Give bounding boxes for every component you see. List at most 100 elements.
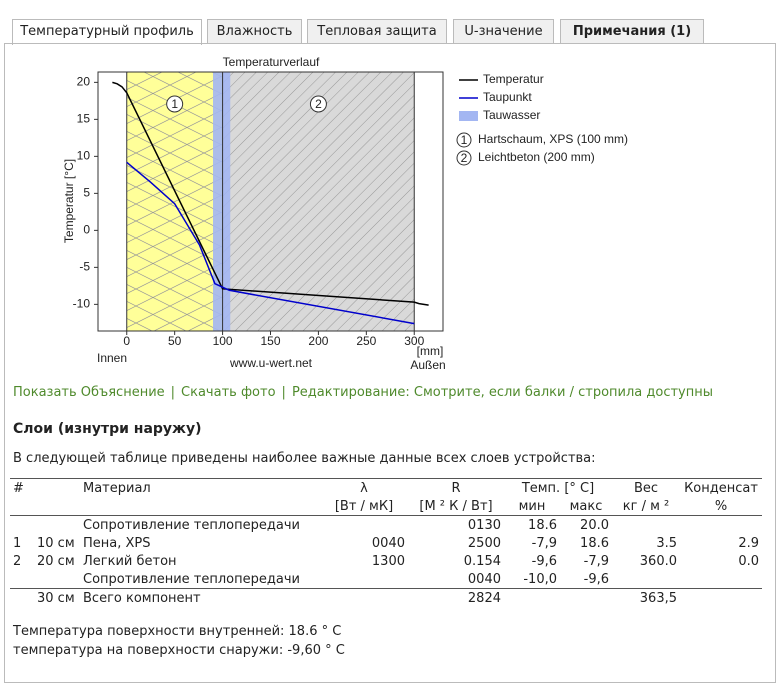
layers-table: # Материал λ R Темп. [° C] Вес Конденсат [Вт / … bbox=[10, 478, 762, 607]
table-cell bbox=[320, 588, 408, 607]
y-tick-label: -5 bbox=[79, 260, 90, 274]
table-cell: # bbox=[10, 478, 34, 497]
table-cell bbox=[560, 588, 612, 607]
chart: 1 20 50 100 150 200 250 300-10-505101520Tempera… bbox=[62, 55, 628, 372]
series-line bbox=[126, 161, 415, 325]
table-cell: [Вт / мК] bbox=[320, 497, 408, 516]
outside-label: Außen bbox=[410, 358, 445, 372]
table-cell: -10,0 bbox=[523, 571, 557, 587]
table-cell bbox=[80, 497, 320, 516]
table-cell bbox=[34, 478, 80, 497]
table-cell bbox=[10, 516, 34, 535]
x-tick-label: 0 bbox=[123, 334, 130, 348]
table-row: 1 10 см Пена, XPS 0040 2500 -7,9 18.6 3.5 2.9 bbox=[10, 534, 762, 552]
table-cell: % bbox=[680, 497, 762, 516]
table-cell: -9,6 bbox=[583, 571, 609, 587]
table-cell: Всего компонент bbox=[80, 588, 320, 607]
table-cell: мин bbox=[504, 497, 560, 516]
table-cell: 2 bbox=[13, 553, 22, 569]
x-unit: [mm] bbox=[417, 344, 444, 358]
link[interactable]: Редактирование: Смотрите, если балки / с… bbox=[291, 385, 714, 400]
y-tick-label: 20 bbox=[77, 75, 91, 89]
tab[interactable]: Тепловая защита bbox=[307, 19, 447, 43]
table-row: 30 см Всего компонент 2824 363,5 bbox=[10, 588, 762, 607]
legend-marker bbox=[456, 150, 472, 166]
legend-swatch bbox=[459, 111, 478, 121]
tab[interactable]: Примечания (1) bbox=[560, 19, 704, 43]
table-cell: 1300 bbox=[371, 553, 405, 569]
y-tick-label: -10 bbox=[73, 297, 91, 311]
layer-marker bbox=[166, 95, 184, 113]
x-tick-label: 300 bbox=[404, 334, 424, 348]
table-cell: Сопротивление теплопередачи bbox=[83, 571, 300, 587]
table-cell bbox=[34, 497, 80, 516]
table-cell: 30 см bbox=[34, 588, 80, 607]
table-cell: 10 см bbox=[37, 535, 75, 551]
table-cell: Темп. [° C] bbox=[504, 478, 612, 497]
table-cell: -7,9 bbox=[583, 553, 609, 569]
tab[interactable]: Температурный профиль bbox=[12, 19, 202, 45]
table-cell: Сопротивление теплопередачи bbox=[83, 517, 300, 533]
footer: Температура поверхности внутренней: 18.6… bbox=[13, 622, 345, 660]
inside-label: Innen bbox=[97, 351, 127, 365]
table-row: # Материал λ R Темп. [° C] Вес Конденсат bbox=[10, 478, 762, 497]
table-cell: 18.6 bbox=[528, 517, 557, 533]
table-cell bbox=[320, 516, 408, 535]
table-cell: 0.0 bbox=[738, 553, 759, 569]
section-title: Слои (изнутри наружу) bbox=[13, 421, 202, 437]
y-tick-label: 15 bbox=[77, 112, 91, 126]
link-separator: | bbox=[170, 385, 176, 400]
condensation-zone bbox=[213, 72, 231, 331]
table-cell: Легкий бетон bbox=[83, 553, 177, 569]
table-cell bbox=[612, 516, 680, 535]
table-cell bbox=[504, 588, 560, 607]
table-cell: 1 bbox=[13, 535, 22, 551]
legend-layer: Leichtbeton (200 mm) bbox=[478, 150, 595, 164]
table-cell: 20.0 bbox=[580, 517, 609, 533]
table-cell bbox=[680, 588, 762, 607]
layer-pattern bbox=[126, 72, 223, 331]
legend-number: 2 bbox=[461, 151, 468, 165]
x-tick-label: 150 bbox=[260, 334, 280, 348]
table-cell: λ bbox=[320, 478, 408, 497]
table-cell bbox=[320, 570, 408, 589]
layer-number: 2 bbox=[315, 97, 322, 111]
y-axis-label: Temperatur [°C] bbox=[62, 159, 76, 243]
link-separator: | bbox=[281, 385, 286, 400]
link[interactable]: Скачать фото bbox=[181, 385, 276, 400]
legend-marker bbox=[456, 132, 472, 148]
table-cell: [М ² К / Вт] bbox=[408, 497, 504, 516]
table-cell bbox=[680, 570, 762, 589]
y-tick-label: 5 bbox=[83, 186, 90, 200]
legend-label: Taupunkt bbox=[483, 90, 532, 104]
table-cell: 3.5 bbox=[656, 535, 677, 551]
table-cell: Материал bbox=[80, 478, 320, 497]
table-cell: 20 см bbox=[37, 553, 75, 569]
tab[interactable]: Влажность bbox=[207, 19, 302, 43]
table-cell: 2500 bbox=[467, 535, 501, 551]
table-cell: 0130 bbox=[467, 517, 501, 533]
layer-number: 1 bbox=[171, 97, 178, 111]
table-cell: макс bbox=[560, 497, 612, 516]
table-cell: 18.6 bbox=[580, 535, 609, 551]
source: www.u-wert.net bbox=[229, 356, 313, 370]
link-bar: Показать Объяснение | Скачать фото | Редакти… bbox=[13, 385, 713, 400]
y-tick-label: 0 bbox=[83, 223, 90, 237]
table-row: [Вт / мК] [М ² К / Вт] мин макс кг / м ²% bbox=[10, 497, 762, 516]
table-row: Сопротивление теплопередачи 0040 -10,0 -9,6 bbox=[10, 570, 762, 589]
table-cell: 2.9 bbox=[738, 535, 759, 551]
link[interactable]: Показать Объяснение bbox=[13, 385, 165, 400]
tab[interactable]: U-значение bbox=[453, 19, 554, 43]
table-cell: кг / м ² bbox=[612, 497, 680, 516]
footer-line: Температура поверхности внутренней: 18.6… bbox=[13, 624, 342, 639]
table-cell bbox=[34, 516, 80, 535]
footer-line: температура на поверхности снаружи: -9,6… bbox=[13, 643, 345, 658]
table-cell bbox=[34, 570, 80, 589]
table-cell bbox=[10, 497, 34, 516]
table-cell: 360.0 bbox=[639, 553, 677, 569]
x-tick-label: 50 bbox=[168, 334, 182, 348]
table-cell: 0040 bbox=[467, 571, 501, 587]
table-cell bbox=[612, 570, 680, 589]
table-cell: 363,5 bbox=[612, 588, 680, 607]
y-tick-label: 10 bbox=[77, 149, 91, 163]
